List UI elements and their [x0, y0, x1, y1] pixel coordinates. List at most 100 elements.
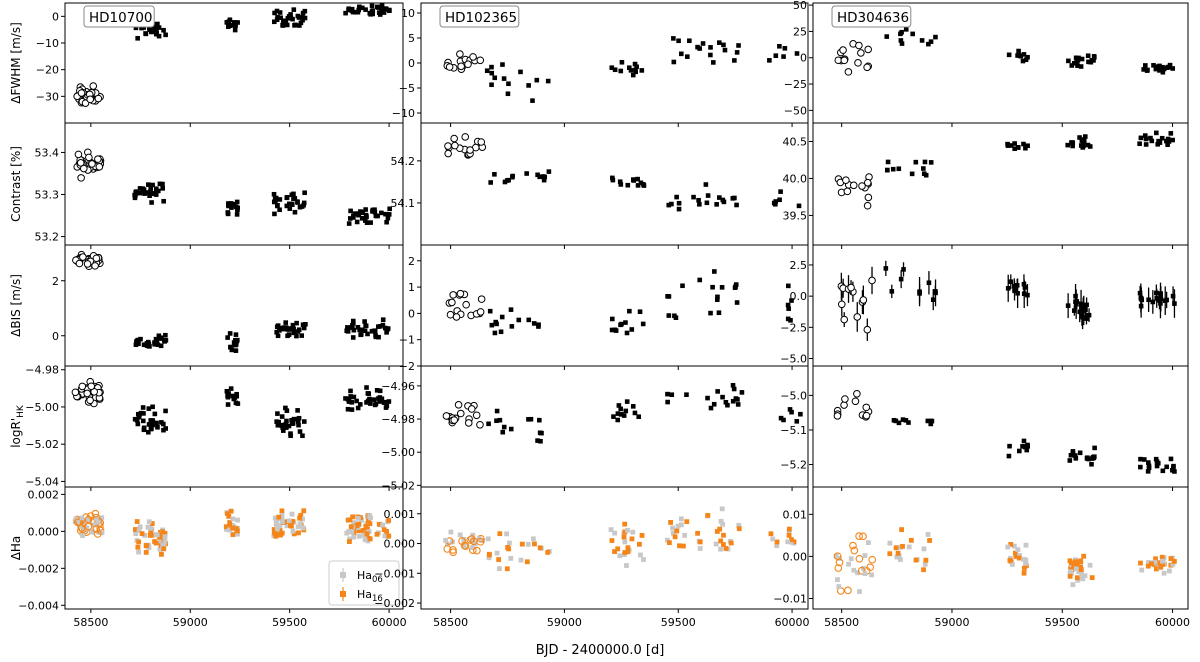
data-point-ha06 [344, 530, 350, 536]
data-point [271, 19, 277, 25]
data-point [146, 406, 152, 411]
data-point [638, 180, 644, 186]
y-axis-label: ΔFWHM [m/s] [9, 22, 23, 104]
data-point [786, 283, 791, 289]
data-point-ha16 [680, 543, 686, 549]
data-point [457, 62, 465, 71]
data-point [386, 399, 392, 404]
data-point-ha16 [458, 537, 466, 545]
data-point-ha16 [545, 549, 551, 555]
data-point [133, 193, 138, 198]
data-point [1080, 309, 1085, 314]
data-point [617, 179, 623, 185]
data-point-ha16 [276, 514, 282, 520]
data-point-ha16 [367, 521, 373, 527]
data-point-ha06 [670, 525, 675, 531]
data-point [137, 190, 143, 196]
data-point-ha16 [723, 546, 729, 551]
data-point [383, 211, 388, 217]
data-point [1154, 459, 1160, 464]
y-tick-label: −10 [392, 107, 415, 120]
y-tick-label: −0.01 [773, 592, 807, 605]
data-point [1025, 143, 1030, 149]
y-tick-label: 50 [793, 0, 807, 12]
data-point [636, 414, 642, 420]
data-point [782, 46, 788, 51]
data-point [349, 407, 355, 412]
data-point-ha16 [443, 545, 452, 553]
data-point [135, 421, 141, 427]
data-point [1085, 142, 1091, 148]
data-point [226, 201, 231, 206]
data-point [1080, 314, 1085, 320]
data-point-ha06 [85, 518, 91, 524]
data-point-ha06 [274, 522, 280, 528]
data-point-ha06 [857, 589, 862, 594]
data-point-ha06 [279, 512, 285, 518]
data-point-ha16 [1073, 559, 1079, 565]
data-point-ha16 [77, 524, 86, 532]
data-point [162, 339, 167, 344]
data-point-ha06 [625, 527, 630, 533]
data-point [489, 64, 494, 70]
data-point-ha06 [1160, 558, 1165, 564]
data-point [366, 391, 372, 396]
data-point [134, 418, 140, 423]
data-point-ha16 [376, 521, 382, 527]
data-point-ha06 [99, 530, 105, 536]
panel-HD10700-bis: 2 0 ΔBIS [m/s] [9, 244, 404, 370]
data-point [155, 188, 161, 194]
data-point [1022, 285, 1028, 290]
data-point [1164, 297, 1169, 303]
data-point [497, 417, 503, 423]
data-point-ha16 [639, 533, 645, 538]
title-box [439, 5, 520, 28]
data-point [781, 417, 786, 423]
data-point-ha06 [851, 567, 857, 573]
data-point [538, 438, 543, 444]
data-point [833, 412, 842, 420]
data-point [1148, 135, 1153, 141]
data-point [233, 23, 238, 29]
data-point [1075, 58, 1080, 64]
data-point [1146, 460, 1151, 465]
star-title: HD102365 [445, 10, 517, 26]
data-point [1069, 140, 1074, 145]
data-point [1088, 59, 1094, 65]
data-point [225, 402, 231, 407]
data-point [136, 341, 141, 347]
data-point [161, 198, 166, 204]
data-point-ha06 [1087, 562, 1093, 568]
data-point [345, 325, 350, 330]
data-point [78, 382, 87, 391]
data-point [611, 414, 616, 419]
y-tick-label: −5.04 [25, 475, 59, 488]
y-tick-label: −4.96 [381, 380, 415, 393]
data-point-ha16 [519, 541, 525, 547]
data-point [1011, 283, 1017, 289]
data-point [79, 253, 87, 261]
data-point [1153, 66, 1159, 72]
data-point-ha06 [133, 531, 139, 537]
y-tick-label: 39.5 [783, 209, 808, 222]
data-point [371, 397, 377, 402]
data-point [524, 171, 529, 176]
data-point-ha16 [789, 537, 794, 543]
data-point [903, 27, 909, 32]
data-point-ha16 [1012, 550, 1018, 556]
data-point-ha16 [1067, 573, 1073, 579]
data-point-ha16 [159, 551, 164, 557]
data-point [1144, 68, 1150, 73]
data-point-ha06 [136, 549, 141, 555]
data-point [717, 195, 722, 200]
data-point [849, 181, 858, 190]
data-point [291, 196, 296, 202]
data-point [477, 138, 486, 146]
data-point-ha16 [1158, 564, 1164, 570]
data-point [489, 322, 495, 328]
data-point [295, 416, 301, 422]
data-point-ha06 [145, 524, 151, 530]
data-point [1082, 134, 1088, 139]
data-point-ha16 [913, 557, 919, 563]
data-point [147, 344, 152, 349]
